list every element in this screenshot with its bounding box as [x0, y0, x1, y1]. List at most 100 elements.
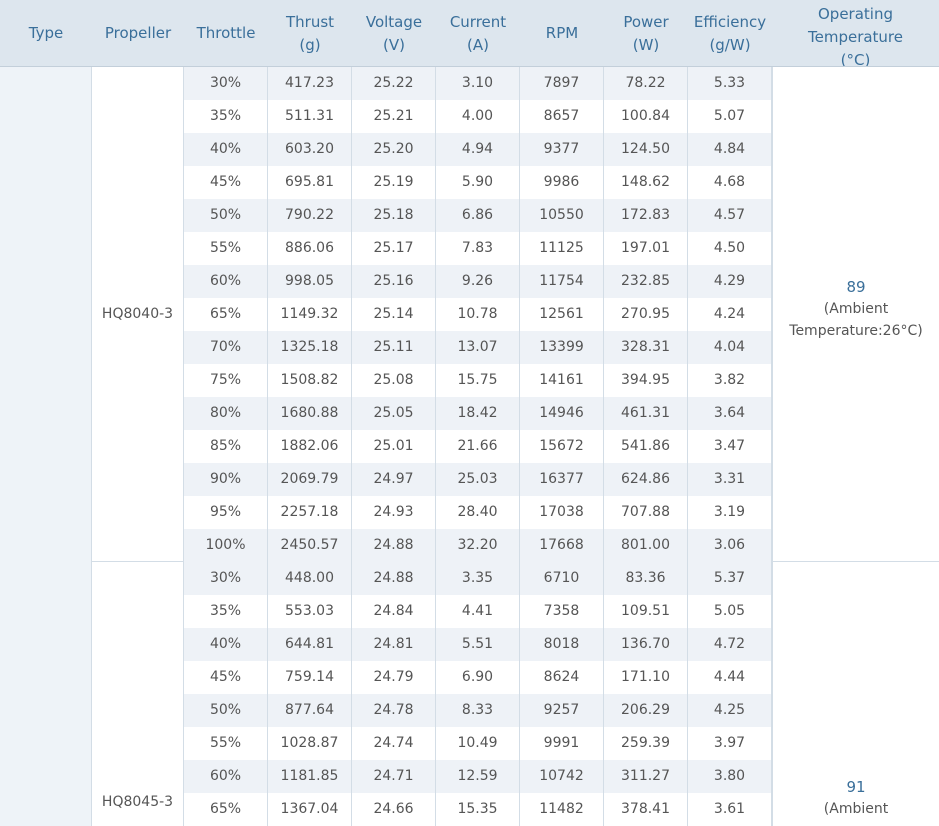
table-row: 60% 1181.85 24.71 12.59 10742 311.27 3.80: [184, 760, 772, 793]
propeller-label: HQ8040-3: [101, 306, 174, 322]
power-cell: 259.39: [604, 727, 688, 760]
throttle-cell: 65%: [184, 793, 268, 826]
header-thrust: Thrust (g): [286, 12, 335, 54]
current-cell: 4.00: [436, 100, 520, 133]
throttle-cell: 85%: [184, 430, 268, 463]
voltage-cell: 24.81: [352, 628, 436, 661]
power-cell: 100.84: [604, 100, 688, 133]
voltage-cell: 24.84: [352, 595, 436, 628]
voltage-cell: 25.01: [352, 430, 436, 463]
table-row: 50% 877.64 24.78 8.33 9257 206.29 4.25: [184, 694, 772, 727]
efficiency-cell: 3.31: [688, 463, 772, 496]
power-cell: 541.86: [604, 430, 688, 463]
rpm-cell: 10550: [520, 199, 604, 232]
table-row: 30% 448.00 24.88 3.35 6710 83.36 5.37: [184, 562, 772, 595]
throttle-cell: 65%: [184, 298, 268, 331]
thrust-cell: 695.81: [268, 166, 352, 199]
header-type: Type: [28, 24, 64, 42]
table-row: 80% 1680.88 25.05 18.42 14946 461.31 3.64: [184, 397, 772, 430]
current-cell: 5.51: [436, 628, 520, 661]
table-row: 90% 2069.79 24.97 25.03 16377 624.86 3.31: [184, 463, 772, 496]
rpm-cell: 7897: [520, 67, 604, 100]
throttle-cell: 70%: [184, 331, 268, 364]
rpm-cell: 16377: [520, 463, 604, 496]
rpm-cell: 11482: [520, 793, 604, 826]
thrust-cell: 1680.88: [268, 397, 352, 430]
voltage-cell: 25.08: [352, 364, 436, 397]
thrust-cell: 1028.87: [268, 727, 352, 760]
throttle-cell: 80%: [184, 397, 268, 430]
throttle-cell: 55%: [184, 232, 268, 265]
current-cell: 9.26: [436, 265, 520, 298]
thrust-cell: 1882.06: [268, 430, 352, 463]
voltage-cell: 25.17: [352, 232, 436, 265]
table-row: 75% 1508.82 25.08 15.75 14161 394.95 3.82: [184, 364, 772, 397]
current-cell: 12.59: [436, 760, 520, 793]
table-row: 35% 553.03 24.84 4.41 7358 109.51 5.05: [184, 595, 772, 628]
efficiency-cell: 4.29: [688, 265, 772, 298]
current-cell: 13.07: [436, 331, 520, 364]
table-header: Type Propeller Throttle Thrust (g) Volta…: [0, 0, 939, 67]
power-cell: 109.51: [604, 595, 688, 628]
power-cell: 206.29: [604, 694, 688, 727]
voltage-cell: 24.88: [352, 529, 436, 562]
header-voltage: Voltage (V): [365, 12, 423, 54]
efficiency-cell: 3.47: [688, 430, 772, 463]
thrust-cell: 877.64: [268, 694, 352, 727]
thrust-cell: 759.14: [268, 661, 352, 694]
current-cell: 32.20: [436, 529, 520, 562]
power-cell: 707.88: [604, 496, 688, 529]
table-row: 100% 2450.57 24.88 32.20 17668 801.00 3.06: [184, 529, 772, 563]
rpm-cell: 9377: [520, 133, 604, 166]
efficiency-cell: 4.50: [688, 232, 772, 265]
current-cell: 6.90: [436, 661, 520, 694]
current-cell: 6.86: [436, 199, 520, 232]
power-cell: 171.10: [604, 661, 688, 694]
power-cell: 197.01: [604, 232, 688, 265]
type-column: [0, 67, 92, 826]
propeller-group: HQ8040-3: [92, 67, 184, 562]
thrust-cell: 1325.18: [268, 331, 352, 364]
efficiency-cell: 4.25: [688, 694, 772, 727]
table-row: 85% 1882.06 25.01 21.66 15672 541.86 3.47: [184, 430, 772, 463]
efficiency-cell: 3.82: [688, 364, 772, 397]
voltage-cell: 24.97: [352, 463, 436, 496]
voltage-cell: 25.05: [352, 397, 436, 430]
header-throttle: Throttle: [196, 24, 256, 42]
power-cell: 378.41: [604, 793, 688, 826]
rpm-cell: 8624: [520, 661, 604, 694]
voltage-cell: 24.78: [352, 694, 436, 727]
efficiency-cell: 5.07: [688, 100, 772, 133]
header-operating-temperature: Operating Temperature (°C): [807, 5, 904, 67]
power-cell: 83.36: [604, 562, 688, 595]
throttle-cell: 40%: [184, 628, 268, 661]
rpm-cell: 11754: [520, 265, 604, 298]
throttle-cell: 45%: [184, 166, 268, 199]
thrust-cell: 2450.57: [268, 529, 352, 562]
throttle-cell: 40%: [184, 133, 268, 166]
throttle-cell: 30%: [184, 67, 268, 100]
propeller-label: HQ8045-3: [101, 794, 174, 810]
efficiency-cell: 4.24: [688, 298, 772, 331]
voltage-cell: 24.79: [352, 661, 436, 694]
efficiency-cell: 4.44: [688, 661, 772, 694]
rpm-cell: 9986: [520, 166, 604, 199]
header-power: Power (W): [623, 12, 669, 54]
header-current: Current (A): [449, 12, 507, 54]
thrust-cell: 2257.18: [268, 496, 352, 529]
thrust-cell: 511.31: [268, 100, 352, 133]
current-cell: 3.10: [436, 67, 520, 100]
rpm-cell: 14946: [520, 397, 604, 430]
rpm-cell: 14161: [520, 364, 604, 397]
power-cell: 801.00: [604, 529, 688, 562]
voltage-cell: 25.20: [352, 133, 436, 166]
throttle-cell: 50%: [184, 694, 268, 727]
voltage-cell: 24.93: [352, 496, 436, 529]
efficiency-cell: 3.97: [688, 727, 772, 760]
rpm-cell: 9257: [520, 694, 604, 727]
efficiency-cell: 3.80: [688, 760, 772, 793]
current-cell: 25.03: [436, 463, 520, 496]
table-row: 45% 759.14 24.79 6.90 8624 171.10 4.44: [184, 661, 772, 694]
table-row: 60% 998.05 25.16 9.26 11754 232.85 4.29: [184, 265, 772, 298]
rpm-cell: 15672: [520, 430, 604, 463]
